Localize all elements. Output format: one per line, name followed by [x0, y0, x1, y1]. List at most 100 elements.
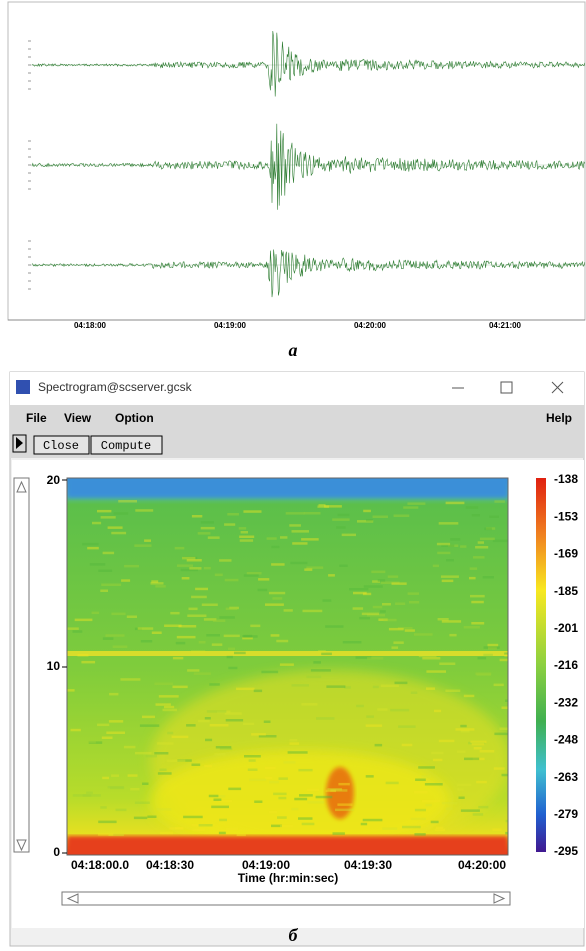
colorbar-label: -248	[554, 733, 578, 747]
speckle	[361, 612, 380, 616]
speckle	[238, 527, 247, 530]
speckle	[471, 742, 485, 746]
speckle	[186, 559, 202, 562]
speckle	[246, 572, 262, 575]
scroll-down[interactable]	[16, 839, 27, 852]
button-label[interactable]: Close	[43, 439, 79, 453]
speckle	[479, 750, 495, 753]
speckle	[234, 651, 246, 655]
speckle	[336, 526, 346, 529]
speckle	[290, 561, 308, 565]
speckle	[243, 634, 253, 638]
scroll-right[interactable]	[493, 893, 506, 904]
speckle	[483, 646, 500, 649]
vertical-scrollbar[interactable]	[13, 477, 30, 853]
speckle	[302, 609, 323, 613]
speckle	[430, 820, 439, 824]
button[interactable]	[33, 435, 90, 455]
speckle	[506, 730, 508, 733]
speckle	[413, 791, 428, 794]
speckle	[337, 513, 350, 517]
speckle	[306, 566, 324, 569]
speckle	[484, 527, 492, 531]
speckle	[243, 722, 255, 726]
speckle	[310, 669, 331, 672]
speckle	[379, 610, 386, 613]
speckle	[67, 627, 79, 630]
speckle	[81, 660, 96, 664]
speckle	[198, 824, 213, 827]
speckle	[101, 736, 113, 739]
speckle	[106, 731, 125, 734]
menu-item[interactable]: Option	[115, 411, 154, 425]
speckle	[315, 795, 333, 799]
speckle	[254, 800, 263, 803]
button[interactable]	[90, 435, 163, 455]
time-label: 04:19:00	[214, 321, 247, 330]
close-window-button[interactable]	[551, 381, 564, 394]
speckle	[318, 504, 326, 507]
speckle	[418, 766, 435, 769]
speckle	[228, 647, 236, 651]
scroll-up[interactable]	[16, 480, 27, 493]
toolbar-arrow-box[interactable]	[12, 434, 27, 453]
speckle	[91, 611, 100, 615]
speckle	[486, 527, 496, 530]
speckle	[248, 759, 256, 762]
speckle	[169, 827, 184, 830]
speckle	[280, 824, 293, 828]
scroll-left[interactable]	[66, 893, 79, 904]
button-label[interactable]: Compute	[101, 439, 151, 453]
speckle	[380, 581, 400, 584]
speckle	[401, 743, 413, 747]
speckle	[204, 717, 211, 720]
speckle	[372, 515, 388, 518]
speckle	[355, 656, 372, 659]
colorbar-label: -232	[554, 695, 578, 709]
speckle	[88, 740, 96, 744]
menu-item[interactable]: View	[64, 411, 92, 425]
speckle	[228, 787, 242, 791]
speckle	[224, 712, 242, 715]
speckle	[464, 757, 480, 761]
speckle	[292, 542, 308, 545]
horizontal-scrollbar[interactable]	[61, 891, 511, 906]
speckle	[257, 588, 268, 592]
speckle	[197, 532, 211, 535]
speckle	[188, 607, 198, 611]
speckle	[421, 799, 440, 803]
speckle	[473, 556, 485, 559]
maximize-button[interactable]	[500, 381, 513, 394]
speckle	[225, 719, 244, 722]
y-tick-label: 10	[47, 659, 61, 673]
speckle	[206, 634, 220, 637]
speckle	[102, 551, 115, 555]
menu-item[interactable]: File	[26, 411, 47, 425]
speckle	[236, 833, 246, 837]
speckle	[211, 643, 223, 646]
speckle	[499, 724, 508, 728]
speckle	[142, 715, 155, 719]
toolbar-arrow[interactable]	[16, 437, 23, 449]
speckle	[494, 732, 508, 736]
colorbar-label: -169	[554, 547, 578, 561]
speckle	[463, 694, 475, 698]
speckle	[224, 578, 239, 582]
speckle	[409, 601, 420, 604]
speckle	[321, 652, 332, 656]
speckle	[209, 724, 229, 727]
speckle	[446, 559, 454, 562]
speckle	[224, 523, 236, 526]
menu-item[interactable]: Help	[546, 411, 572, 425]
speckle	[374, 743, 383, 747]
speckle	[504, 654, 508, 657]
speckle	[242, 635, 258, 638]
speckle	[469, 576, 476, 580]
speckle	[434, 709, 442, 713]
speckle	[70, 728, 81, 732]
speckle	[198, 641, 206, 644]
speckle	[160, 831, 173, 835]
speckle	[414, 833, 426, 836]
speckle	[483, 653, 493, 657]
speckle	[414, 633, 433, 636]
